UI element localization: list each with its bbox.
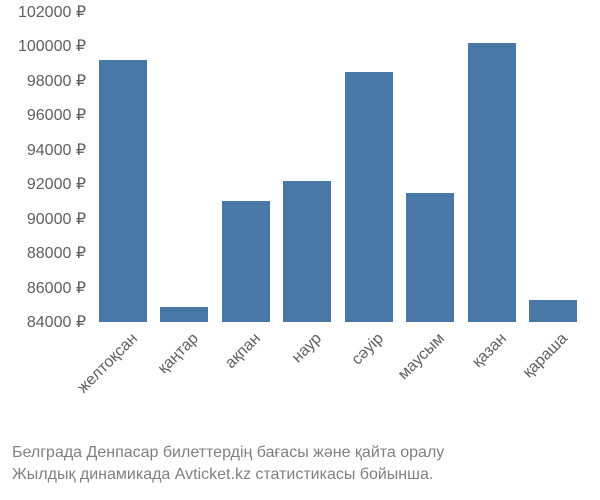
bar xyxy=(222,201,270,322)
bar xyxy=(99,60,147,322)
caption-line-1: Белграда Денпасар билеттердің бағасы жән… xyxy=(12,442,588,464)
y-tick-label: 86000 ₽ xyxy=(27,278,86,298)
bars-group xyxy=(92,12,584,322)
y-tick-label: 100000 ₽ xyxy=(18,36,86,56)
y-tick-label: 88000 ₽ xyxy=(27,243,86,263)
y-tick-label: 98000 ₽ xyxy=(27,71,86,91)
bar xyxy=(468,43,516,322)
y-tick-label: 94000 ₽ xyxy=(27,140,86,160)
y-axis: 84000 ₽86000 ₽88000 ₽90000 ₽92000 ₽94000… xyxy=(0,12,92,322)
y-tick-label: 102000 ₽ xyxy=(18,2,86,22)
bar xyxy=(406,193,454,322)
y-tick-label: 90000 ₽ xyxy=(27,209,86,229)
bar xyxy=(283,181,331,322)
chart-caption: Белграда Денпасар билеттердің бағасы жән… xyxy=(12,442,588,485)
y-tick-label: 84000 ₽ xyxy=(27,312,86,332)
bar xyxy=(345,72,393,322)
chart-container: 84000 ₽ 86000 ₽ 88000 ₽ 90000 ₽ 92000 ₽ 94000… xyxy=(0,0,600,500)
y-tick-label: 92000 ₽ xyxy=(27,174,86,194)
bar xyxy=(160,307,208,323)
bar xyxy=(529,300,577,322)
caption-line-2: Жылдық динамикада Avticket.kz статистика… xyxy=(12,464,588,486)
plot-area: 84000 ₽86000 ₽88000 ₽90000 ₽92000 ₽94000… xyxy=(92,12,584,322)
y-tick-label: 96000 ₽ xyxy=(27,105,86,125)
